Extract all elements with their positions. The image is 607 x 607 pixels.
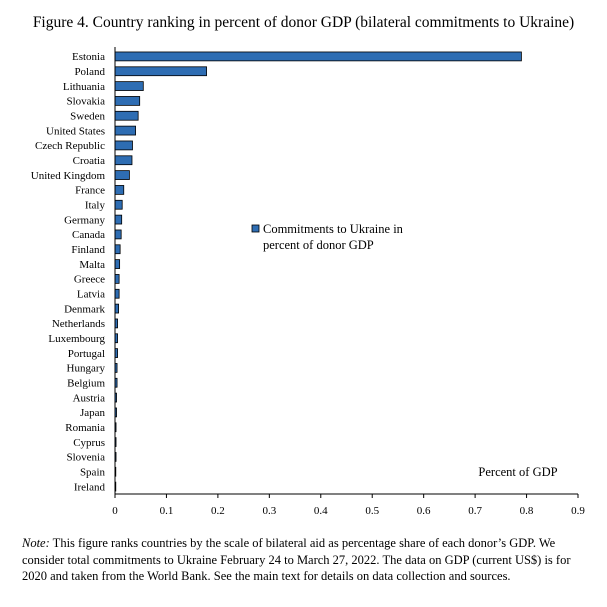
bars-group — [114, 51, 522, 492]
bar — [114, 274, 120, 284]
legend: Commitments to Ukraine in percent of dono… — [251, 222, 404, 252]
category-label: Croatia — [73, 155, 105, 167]
bar — [114, 66, 207, 77]
category-label: Latvia — [77, 289, 105, 301]
bar — [114, 170, 130, 180]
bar — [114, 51, 522, 62]
category-label: Malta — [79, 259, 105, 271]
category-label: Ireland — [74, 481, 106, 493]
category-label: Finland — [71, 244, 105, 256]
category-label: Czech Republic — [35, 140, 105, 152]
category-label: Poland — [74, 66, 105, 78]
x-tick-labels: 0 0.1 0.2 0.3 0.4 0.5 0.6 0.7 0.8 0.9 — [112, 505, 585, 517]
bar — [114, 244, 121, 255]
category-label: Germany — [64, 214, 105, 226]
category-label: Portugal — [68, 348, 105, 360]
legend-label: Commitments to Ukraine in percent of dono… — [263, 222, 404, 252]
figure-note: Note: This figure ranks countries by the… — [22, 535, 592, 585]
category-label: United Kingdom — [31, 170, 106, 182]
legend-swatch — [251, 224, 260, 233]
note-label: Note: — [22, 536, 50, 550]
bar — [114, 303, 119, 314]
bar — [114, 155, 133, 166]
x-tick-label: 0.5 — [365, 505, 379, 517]
x-axis-label: Percent of GDP — [478, 465, 557, 479]
bar — [114, 140, 133, 151]
x-tick-label: 0.8 — [520, 505, 534, 517]
category-label: Romania — [65, 422, 105, 434]
x-tick-label: 0.9 — [571, 505, 585, 517]
category-label: Austria — [73, 392, 106, 404]
x-tick-label: 0.3 — [262, 505, 276, 517]
bar — [114, 259, 121, 269]
category-label: Spain — [80, 467, 106, 479]
category-label: Slovenia — [67, 452, 106, 464]
bar — [114, 81, 144, 91]
bar — [114, 110, 139, 121]
bar — [114, 125, 136, 136]
x-tick-label: 0.7 — [468, 505, 482, 517]
bar — [114, 229, 122, 240]
x-tick-label: 0 — [112, 505, 118, 517]
category-label: Luxembourg — [48, 333, 105, 345]
category-label: France — [75, 185, 105, 197]
category-label: Canada — [72, 229, 105, 241]
bar — [114, 199, 123, 210]
category-label: Greece — [74, 274, 105, 286]
bar — [114, 288, 120, 299]
category-label: Italy — [85, 200, 106, 212]
category-label: Lithuania — [63, 81, 105, 93]
bar — [114, 214, 123, 225]
category-label: Sweden — [70, 111, 105, 123]
category-label: Estonia — [72, 51, 105, 63]
bar — [114, 185, 125, 195]
chart-title: Figure 4. Country ranking in percent of … — [32, 14, 575, 31]
category-label: Denmark — [64, 303, 105, 315]
category-label: Japan — [80, 407, 106, 419]
x-tick-label: 0.2 — [211, 505, 225, 517]
category-label: Slovakia — [67, 96, 106, 108]
x-tick-label: 0.1 — [160, 505, 174, 517]
category-labels: Estonia Poland Lithuania Slovakia Sweden Unit… — [31, 51, 106, 493]
category-label: Hungary — [67, 363, 106, 375]
x-tick-label: 0.4 — [314, 505, 328, 517]
category-label: United States — [46, 125, 105, 137]
category-label: Cyprus — [73, 437, 105, 449]
note-text: This figure ranks countries by the scale… — [22, 536, 571, 583]
category-label: Netherlands — [52, 318, 105, 330]
x-axis — [114, 47, 579, 498]
category-label: Belgium — [67, 378, 105, 390]
bar — [114, 96, 141, 106]
x-tick-label: 0.6 — [417, 505, 431, 517]
